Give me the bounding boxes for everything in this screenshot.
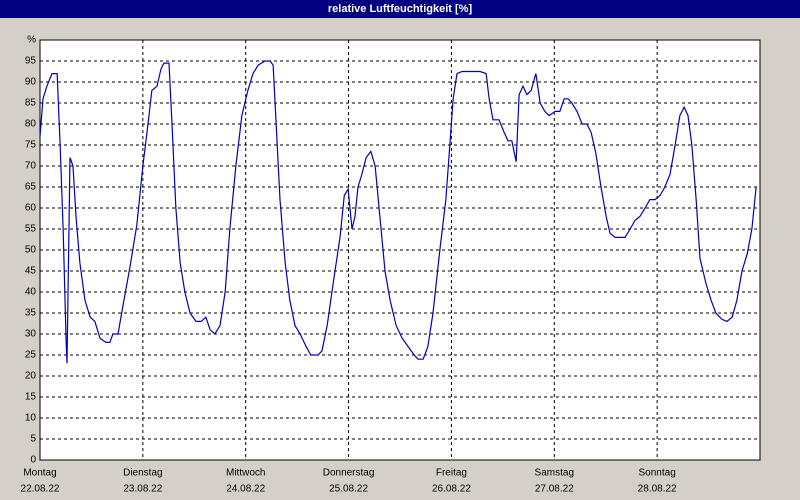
chart-title: relative Luftfeuchtigkeit [%] bbox=[328, 3, 473, 15]
x-tick-label: Montag bbox=[23, 468, 56, 479]
y-tick-label: 5 bbox=[30, 434, 36, 445]
humidity-line bbox=[39, 60, 757, 364]
y-tick-label: 0 bbox=[30, 455, 36, 466]
y-tick-label: 75 bbox=[25, 140, 37, 151]
y-tick-label: 10 bbox=[25, 413, 37, 424]
y-tick-label: 15 bbox=[25, 392, 37, 403]
title-bar bbox=[0, 0, 800, 18]
y-tick-label: 30 bbox=[25, 329, 37, 340]
x-tick-date: 28.08.22 bbox=[638, 484, 677, 495]
x-tick-date: 23.08.22 bbox=[123, 484, 162, 495]
y-tick-label: 65 bbox=[25, 182, 37, 193]
y-tick-label: 70 bbox=[25, 161, 37, 172]
x-tick-label: Freitag bbox=[436, 468, 467, 479]
y-tick-label: 45 bbox=[25, 266, 37, 277]
x-tick-date: 25.08.22 bbox=[329, 484, 368, 495]
x-tick-label: Mittwoch bbox=[226, 468, 265, 479]
x-tick-label: Donnerstag bbox=[323, 468, 375, 479]
y-tick-label: 50 bbox=[25, 245, 37, 256]
x-tick-date: 26.08.22 bbox=[432, 484, 471, 495]
x-tick-date: 24.08.22 bbox=[226, 484, 265, 495]
x-tick-date: 27.08.22 bbox=[535, 484, 574, 495]
y-tick-label: 55 bbox=[25, 224, 37, 235]
y-tick-label: 85 bbox=[25, 98, 37, 109]
y-tick-label: 60 bbox=[25, 203, 37, 214]
y-tick-label: 95 bbox=[25, 56, 37, 67]
y-tick-label: 80 bbox=[25, 119, 37, 130]
x-tick-label: Dienstag bbox=[123, 468, 162, 479]
y-tick-label: % bbox=[27, 35, 36, 46]
x-tick-date: 22.08.22 bbox=[21, 484, 60, 495]
y-tick-label: 20 bbox=[25, 371, 37, 382]
y-tick-label: 25 bbox=[25, 350, 37, 361]
y-tick-label: 40 bbox=[25, 287, 37, 298]
plot-border bbox=[39, 39, 761, 461]
x-tick-label: Samstag bbox=[535, 468, 574, 479]
y-tick-label: 90 bbox=[25, 77, 37, 88]
x-tick-label: Sonntag bbox=[639, 468, 676, 479]
y-tick-label: 35 bbox=[25, 308, 37, 319]
